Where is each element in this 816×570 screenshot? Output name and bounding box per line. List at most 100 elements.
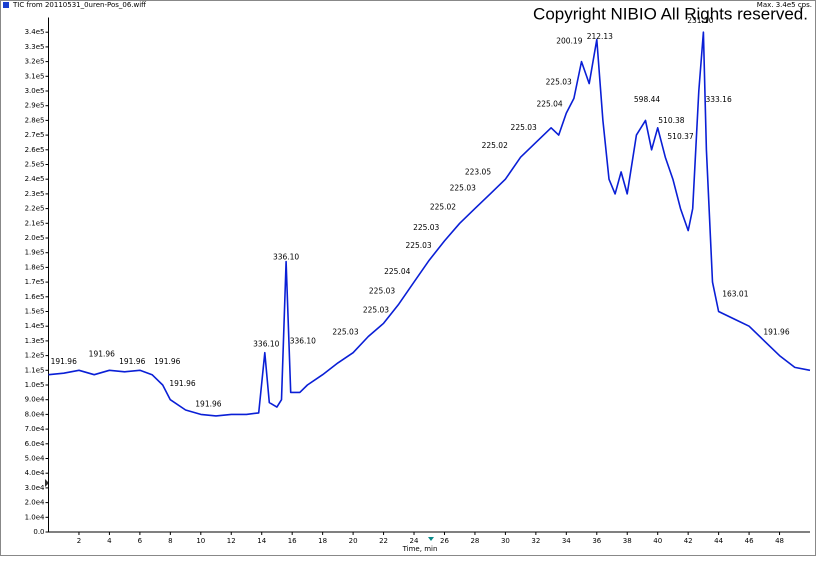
y-tick-label: 1.6e5 <box>25 293 45 301</box>
x-tick-label: 8 <box>168 537 172 545</box>
x-tick-label: 22 <box>379 537 388 545</box>
peak-label: 333.16 <box>705 95 731 104</box>
x-tick-label: 42 <box>684 537 693 545</box>
peak-label: 336.10 <box>253 339 279 348</box>
y-tick-label: 1.2e5 <box>25 352 45 360</box>
y-tick-label: 2.5e5 <box>25 161 45 169</box>
peak-label: 225.02 <box>430 203 456 212</box>
y-tick-label: 6.0e4 <box>25 440 45 448</box>
peak-label: 225.03 <box>413 223 439 232</box>
copyright: Copyright NIBIO All Rights reserved. <box>533 4 808 23</box>
y-tick-label: 3.2e5 <box>25 58 45 66</box>
peak-label: 163.01 <box>722 289 748 298</box>
peak-label: 191.96 <box>89 350 115 359</box>
y-tick-label: 5.0e4 <box>25 455 45 463</box>
y-tick-label: 2.3e5 <box>25 190 45 198</box>
y-tick-label: 3.0e4 <box>25 484 45 492</box>
peak-label: 191.96 <box>763 327 789 336</box>
trace-icon <box>3 2 9 8</box>
peak-label: 336.10 <box>273 253 299 262</box>
peak-label: 200.19 <box>556 36 582 45</box>
y-tick-label: 7.0e4 <box>25 425 45 433</box>
y-tick-label: 1.0e5 <box>25 381 45 389</box>
x-tick-label: 4 <box>107 537 112 545</box>
x-tick-label: 10 <box>196 537 205 545</box>
y-tick-label: 1.7e5 <box>25 278 45 286</box>
y-tick-label: 3.1e5 <box>25 72 45 80</box>
x-tick-label: 24 <box>410 537 419 545</box>
peak-label: 225.04 <box>536 100 562 109</box>
y-tick-label: 9.0e4 <box>25 396 45 404</box>
y-tick-label: 8.0e4 <box>25 410 45 418</box>
y-tick-label: 1.4e5 <box>25 322 45 330</box>
x-tick-label: 20 <box>349 537 358 545</box>
x-tick-label: 16 <box>288 537 297 545</box>
x-tick-label: 14 <box>257 537 266 545</box>
x-tick-label: 36 <box>592 537 601 545</box>
x-tick-label: 38 <box>623 537 632 545</box>
x-axis-label: Time, min <box>402 545 438 553</box>
peak-label: 191.96 <box>154 357 180 366</box>
x-tick-label: 12 <box>227 537 236 545</box>
cursor-marker <box>428 537 434 541</box>
x-tick-label: 30 <box>501 537 510 545</box>
y-tick-label: 1.5e5 <box>25 308 45 316</box>
y-tick-label: 3.3e5 <box>25 43 45 51</box>
peak-label: 212.13 <box>587 32 613 41</box>
peak-label: 225.04 <box>384 267 410 276</box>
peak-label: 191.96 <box>195 400 221 409</box>
y-tick-label: 2.4e5 <box>25 175 45 183</box>
header: TIC from 20110531_0uren-Pos_06.wiff <box>12 1 146 9</box>
peak-label: 191.96 <box>51 357 77 366</box>
peak-label: 225.03 <box>332 327 358 336</box>
max-label: Max. 3.4e5 cps. <box>757 1 812 9</box>
y-tick-label: 1.9e5 <box>25 249 45 257</box>
peak-label: 598.44 <box>634 95 660 104</box>
x-tick-label: 40 <box>653 537 662 545</box>
x-tick-label: 34 <box>562 537 571 545</box>
peak-label: 191.96 <box>119 357 145 366</box>
y-tick-label: 2.1e5 <box>25 219 45 227</box>
y-tick-label: 2.0e4 <box>25 499 45 507</box>
peak-label: 225.03 <box>369 286 395 295</box>
peak-label: 225.02 <box>482 141 508 150</box>
y-tick-label: 3.0e5 <box>25 87 45 95</box>
frame <box>0 0 816 556</box>
y-tick-label: 2.7e5 <box>25 131 45 139</box>
peak-label: 510.38 <box>658 116 684 125</box>
y-tick-label: 2.8e5 <box>25 116 45 124</box>
x-tick-label: 44 <box>714 537 723 545</box>
peak-label: 225.03 <box>511 123 537 132</box>
y-tick-label: 1.0e4 <box>25 513 45 521</box>
peak-label: 225.03 <box>546 78 572 87</box>
peak-label: 231.10 <box>687 16 713 25</box>
x-tick-label: 46 <box>745 537 754 545</box>
x-tick-label: 28 <box>470 537 479 545</box>
y-tick-label: 1.1e5 <box>25 366 45 374</box>
peak-label: 225.03 <box>405 241 431 250</box>
y-tick-label: 1.8e5 <box>25 263 45 271</box>
threshold-marker <box>45 479 49 487</box>
peak-label: 225.03 <box>363 305 389 314</box>
x-tick-label: 6 <box>138 537 143 545</box>
peak-label: 223.05 <box>465 167 491 176</box>
peak-label: 191.96 <box>169 379 195 388</box>
y-tick-label: 0.0 <box>33 528 44 536</box>
peak-label: 336.10 <box>290 336 316 345</box>
y-tick-label: 2.6e5 <box>25 146 45 154</box>
x-tick-label: 26 <box>440 537 449 545</box>
y-tick-label: 2.2e5 <box>25 205 45 213</box>
y-tick-label: 3.4e5 <box>25 28 45 36</box>
peak-label: 225.03 <box>450 183 476 192</box>
x-tick-label: 2 <box>77 537 81 545</box>
peak-label: 510.37 <box>667 132 693 141</box>
tic-trace <box>48 31 811 417</box>
x-tick-label: 18 <box>318 537 327 545</box>
y-tick-label: 2.9e5 <box>25 102 45 110</box>
y-tick-label: 2.0e5 <box>25 234 45 242</box>
y-tick-label: 1.3e5 <box>25 337 45 345</box>
x-tick-label: 48 <box>775 537 784 545</box>
x-tick-label: 32 <box>531 537 540 545</box>
y-tick-label: 4.0e4 <box>25 469 45 477</box>
